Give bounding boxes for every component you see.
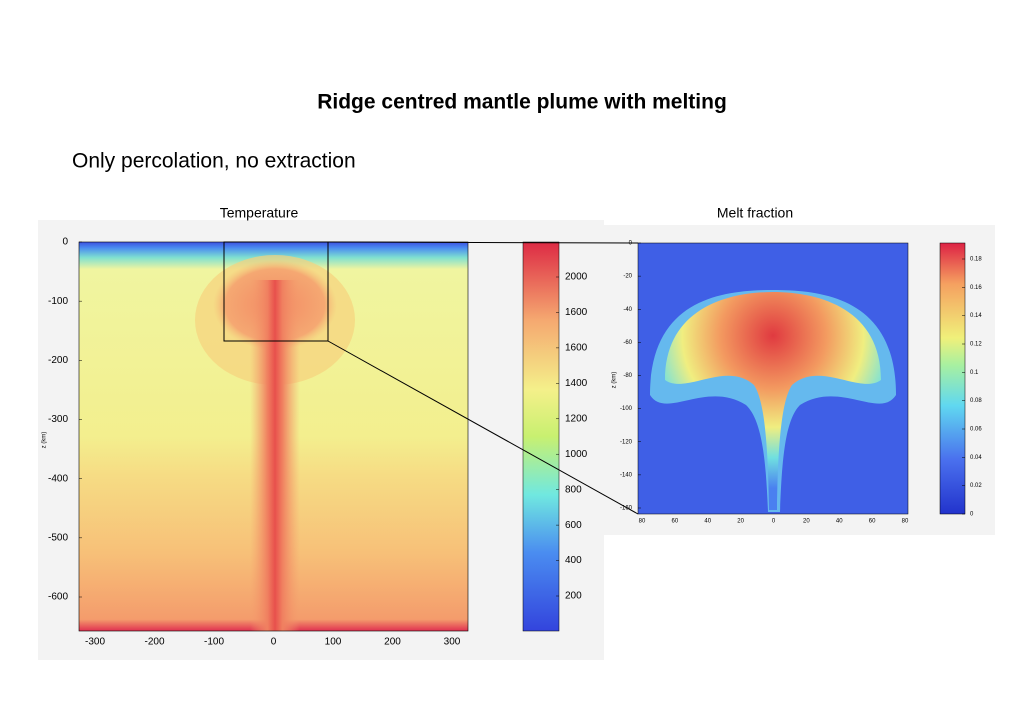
x-tick-label: -200 (144, 637, 164, 648)
y-axis-label: z (km) (42, 432, 48, 449)
panel-title: Melt fraction (717, 205, 793, 221)
colorbar (522, 241, 560, 632)
x-tick-label: 60 (672, 519, 679, 525)
colorbar-tick-label: 1600 (565, 343, 588, 354)
colorbar-tick-label: 800 (565, 484, 582, 495)
colorbar-tick-label: 0.04 (970, 455, 982, 461)
colorbar-tick-label: 0.1 (970, 370, 979, 376)
x-tick-label: -300 (85, 637, 105, 648)
colorbar-tick-label: 0 (970, 512, 974, 518)
colorbar-tick-label: 1600 (565, 307, 588, 318)
colorbar (939, 242, 966, 515)
y-tick-label: -80 (623, 373, 632, 379)
y-tick-label: -60 (623, 340, 632, 346)
y-axis-label: z (km) (612, 372, 618, 389)
y-tick-label: -20 (623, 274, 632, 280)
x-tick-label: 300 (444, 637, 461, 648)
y-tick-label: 0 (629, 241, 633, 247)
colorbar-tick-label: 600 (565, 520, 582, 531)
x-tick-label: 80 (902, 519, 909, 525)
x-tick-label: 0 (271, 637, 277, 648)
y-tick-label: -160 (620, 506, 633, 512)
x-tick-label: 60 (869, 519, 876, 525)
colorbar-tick-label: 0.02 (970, 483, 982, 489)
panel-title: Temperature (220, 205, 299, 221)
zoom-line (327, 340, 639, 515)
zoom-box (223, 241, 329, 342)
zoom-line (327, 241, 639, 244)
colorbar-tick-label: 0.16 (970, 285, 982, 291)
x-tick-label: 20 (737, 519, 744, 525)
slide-title: Ridge centred mantle plume with melting (317, 91, 727, 114)
y-tick-label: -120 (620, 439, 633, 445)
colorbar-tick-label: 1000 (565, 449, 588, 460)
x-tick-label: 40 (836, 519, 843, 525)
x-tick-label: 100 (325, 637, 342, 648)
colorbar-tick-label: 0.06 (970, 427, 982, 433)
x-tick-label: 80 (639, 519, 646, 525)
colorbar-tick-label: 1200 (565, 413, 588, 424)
y-tick-label: -100 (620, 406, 633, 412)
subtitle: Only percolation, no extraction (72, 150, 356, 173)
y-tick-label: -600 (48, 592, 68, 603)
colorbar-tick-label: 0.14 (970, 313, 982, 319)
x-tick-label: 20 (803, 519, 810, 525)
x-tick-label: 0 (772, 519, 776, 525)
y-tick-label: -400 (48, 473, 68, 484)
colorbar-tick-label: 1400 (565, 378, 588, 389)
y-tick-label: -200 (48, 355, 68, 366)
colorbar-tick-label: 2000 (565, 272, 588, 283)
colorbar-tick-label: 0.12 (970, 342, 982, 348)
heatmap-feature (665, 292, 881, 510)
colorbar-tick-label: 0.08 (970, 398, 982, 404)
axes-frame (637, 242, 909, 515)
heatmap-feature (250, 280, 300, 631)
x-tick-label: 40 (704, 519, 711, 525)
y-tick-label: -300 (48, 414, 68, 425)
y-tick-label: 0 (62, 237, 68, 248)
colorbar-tick-label: 200 (565, 591, 582, 602)
x-tick-label: -100 (204, 637, 224, 648)
y-tick-label: -100 (48, 296, 68, 307)
y-tick-label: -500 (48, 532, 68, 543)
colorbar-tick-label: 400 (565, 555, 582, 566)
colorbar-tick-label: 0.18 (970, 257, 982, 263)
y-tick-label: -140 (620, 472, 633, 478)
x-tick-label: 200 (384, 637, 401, 648)
y-tick-label: -40 (623, 307, 632, 313)
